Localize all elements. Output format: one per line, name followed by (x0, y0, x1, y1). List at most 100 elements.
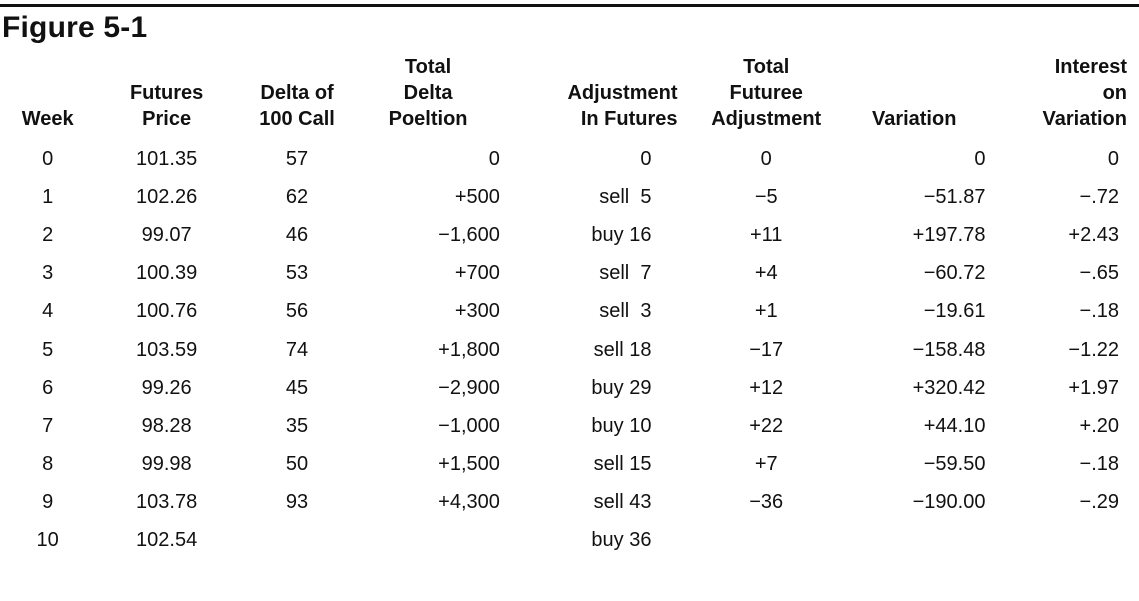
cell-total-futures-adjustment: +12 (749, 376, 784, 399)
cell-week: 10 (36, 529, 59, 552)
cell-week: 5 (42, 338, 54, 361)
cell-futures-price: 100.39 (136, 262, 198, 285)
cell-adjustment-in-futures: sell 15 (593, 453, 652, 476)
cell-total-delta-position: +500 (454, 185, 500, 208)
cell-futures-price: 101.35 (136, 147, 198, 170)
cell-variation: −190.00 (912, 491, 986, 514)
cell-futures-price: 99.26 (141, 376, 192, 399)
header-variation: Variation (871, 108, 957, 130)
cell-adjustment-in-futures: sell 18 (593, 338, 652, 361)
cell-total-delta-position: −2,900 (438, 376, 500, 399)
cell-total-futures-adjustment (689, 522, 842, 560)
cell-interest-on-variation: −.29 (1079, 491, 1119, 514)
cell-total-delta-position: +300 (454, 300, 500, 323)
cell-delta-of-call: 35 (285, 414, 309, 437)
cell-total-futures-adjustment: −17 (749, 338, 784, 361)
cell-interest-on-variation: 0 (1107, 147, 1119, 170)
cell-week: 8 (42, 453, 54, 476)
cell-futures-price: 102.26 (136, 185, 198, 208)
cell-week: 1 (42, 185, 54, 208)
cell-variation (843, 522, 986, 560)
cell-delta-of-call: 53 (285, 262, 309, 285)
cell-interest-on-variation: −.65 (1079, 262, 1119, 285)
header-total-delta-position: Total Delta Poeltion (388, 56, 468, 130)
cell-total-futures-adjustment: +4 (754, 262, 778, 285)
cell-variation: −59.50 (923, 453, 986, 476)
table-row: 8 99.98 50 +1,500 sell 15 +7 −59.50 −.18 (0, 446, 1139, 484)
cell-total-futures-adjustment: +11 (749, 223, 783, 246)
header-delta-of-call: Delta of 100 Call (259, 82, 335, 130)
table-row: 9 103.78 93 +4,300 sell 43 −36 −190.00 −.29 (0, 484, 1139, 522)
cell-adjustment-in-futures: buy 10 (591, 414, 652, 437)
cell-variation: −19.61 (923, 300, 986, 323)
cell-delta-of-call: 57 (285, 147, 309, 170)
table-row: 3 100.39 53 +700 sell 7 +4 −60.72 −.65 (0, 255, 1139, 293)
cell-delta-of-call: 74 (285, 338, 309, 361)
top-rule (0, 4, 1139, 7)
cell-futures-price: 99.98 (141, 453, 192, 476)
header-adjustment-in-futures: Adjustment In Futures (567, 82, 678, 130)
cell-total-futures-adjustment: +1 (754, 300, 778, 323)
cell-week: 3 (42, 262, 54, 285)
cell-delta-of-call: 45 (285, 376, 309, 399)
cell-variation: +197.78 (912, 223, 986, 246)
cell-adjustment-in-futures: sell 3 (599, 300, 652, 323)
cell-adjustment-in-futures: 0 (640, 147, 652, 170)
cell-total-delta-position: +700 (454, 262, 500, 285)
cell-futures-price: 98.28 (141, 414, 192, 437)
cell-futures-price: 102.54 (136, 529, 198, 552)
cell-total-delta-position: +1,500 (438, 453, 500, 476)
cell-week: 7 (42, 414, 54, 437)
table-body: 0 101.35 57 0 0 0 0 0 1 102.26 62 +500 sell 5 −5 −51.8… (0, 140, 1139, 560)
cell-interest-on-variation (985, 522, 1139, 560)
cell-interest-on-variation: +1.97 (1068, 376, 1119, 399)
table-row: 0 101.35 57 0 0 0 0 0 (0, 140, 1139, 178)
cell-delta-of-call: 46 (285, 223, 309, 246)
cell-variation: −51.87 (923, 185, 986, 208)
cell-interest-on-variation: −.18 (1079, 453, 1119, 476)
cell-total-futures-adjustment: −5 (754, 185, 778, 208)
cell-week: 4 (42, 300, 54, 323)
cell-delta-of-call: 93 (285, 491, 309, 514)
header-week: Week (21, 108, 74, 130)
cell-week: 6 (42, 376, 54, 399)
cell-total-delta-position: 0 (488, 147, 500, 170)
cell-variation: +44.10 (923, 414, 986, 437)
cell-adjustment-in-futures: sell 43 (593, 491, 652, 514)
cell-delta-of-call: 62 (285, 185, 309, 208)
cell-interest-on-variation: −.72 (1079, 185, 1119, 208)
table-row: 6 99.26 45 −2,900 buy 29 +12 +320.42 +1.97 (0, 369, 1139, 407)
cell-total-delta-position (356, 522, 512, 560)
cell-delta-of-call (238, 522, 356, 560)
cell-delta-of-call: 50 (285, 453, 309, 476)
table-row: 10 102.54 buy 36 (0, 522, 1139, 560)
cell-total-delta-position: −1,000 (438, 414, 500, 437)
cell-week: 9 (42, 491, 54, 514)
cell-total-futures-adjustment: +22 (749, 414, 784, 437)
header-total-futures-adjustment: Total Futuree Adjustment (711, 56, 822, 130)
cell-variation: +320.42 (912, 376, 986, 399)
cell-variation: 0 (974, 147, 986, 170)
figure-title: Figure 5-1 (2, 11, 148, 44)
header-interest-on-variation: Interest on Variation (1042, 56, 1127, 130)
cell-variation: −60.72 (923, 262, 986, 285)
cell-delta-of-call: 56 (285, 300, 309, 323)
table-row: 5 103.59 74 +1,800 sell 18 −17 −158.48 −1.22 (0, 331, 1139, 369)
table-row: 2 99.07 46 −1,600 buy 16 +11 +197.78 +2.43 (0, 216, 1139, 254)
cell-total-futures-adjustment: 0 (760, 147, 772, 170)
cell-adjustment-in-futures: buy 36 (591, 529, 652, 552)
cell-total-futures-adjustment: −36 (749, 491, 784, 514)
cell-futures-price: 103.78 (136, 491, 198, 514)
cell-adjustment-in-futures: buy 29 (591, 376, 652, 399)
cell-futures-price: 99.07 (141, 223, 192, 246)
cell-variation: −158.48 (912, 338, 986, 361)
cell-interest-on-variation: −1.22 (1068, 338, 1119, 361)
table-row: 1 102.26 62 +500 sell 5 −5 −51.87 −.72 (0, 178, 1139, 216)
header-row: Week Futures Price Delta of 100 Call Tot… (0, 54, 1139, 140)
cell-futures-price: 100.76 (136, 300, 198, 323)
cell-week: 0 (42, 147, 54, 170)
header-futures-price: Futures Price (129, 82, 204, 130)
cell-interest-on-variation: −.18 (1079, 300, 1119, 323)
cell-futures-price: 103.59 (136, 338, 198, 361)
